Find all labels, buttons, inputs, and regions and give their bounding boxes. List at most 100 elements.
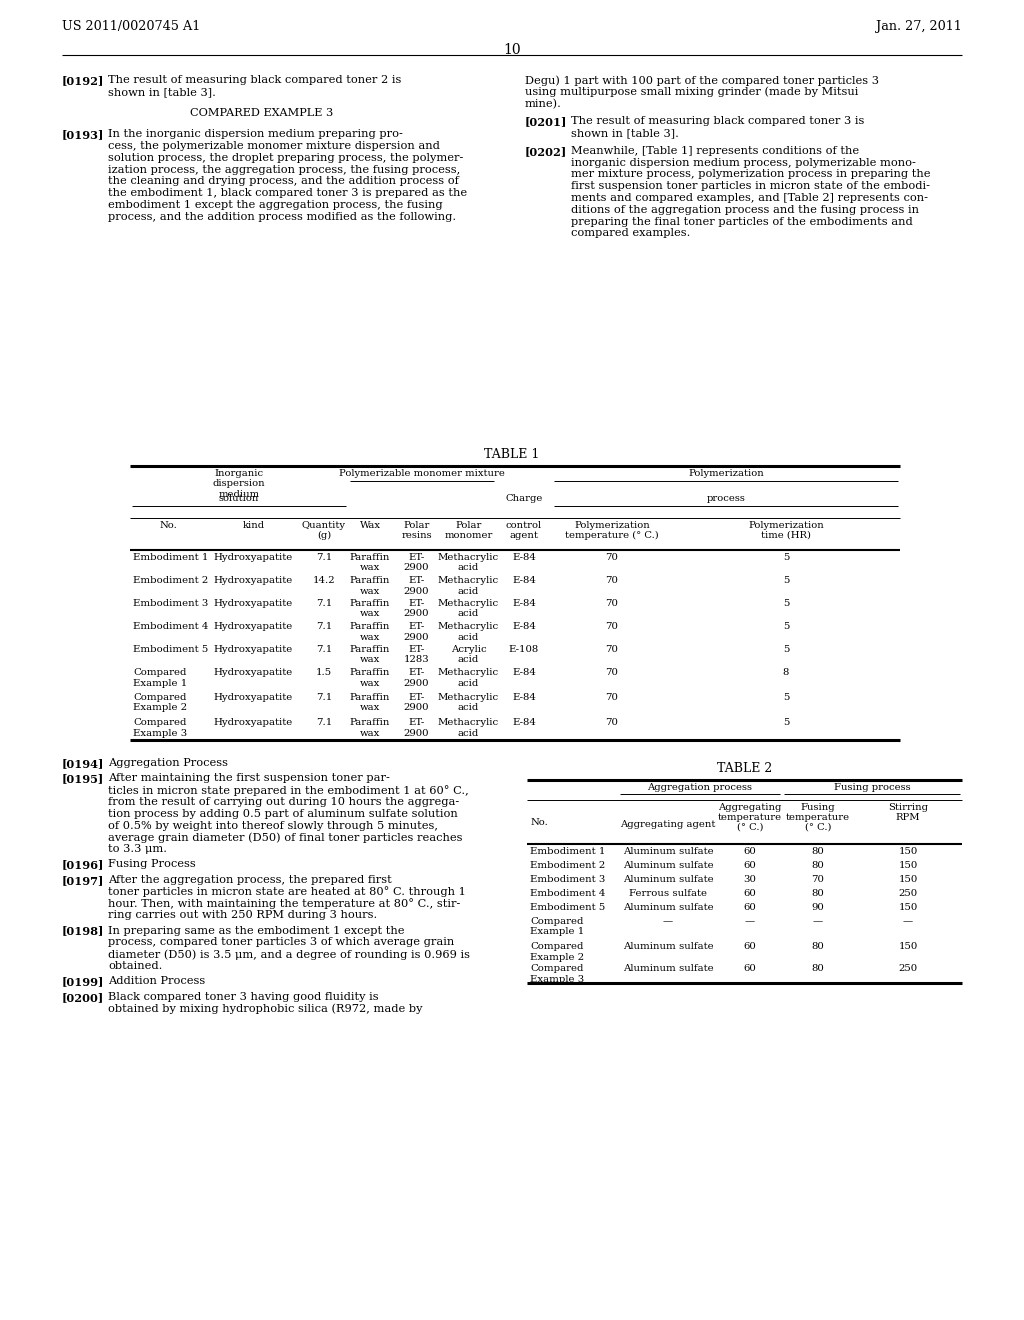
Text: wax: wax <box>359 656 380 664</box>
Text: Polymerization: Polymerization <box>688 469 764 478</box>
Text: obtained.: obtained. <box>108 961 163 972</box>
Text: 5: 5 <box>782 553 790 562</box>
Text: wax: wax <box>359 564 380 573</box>
Text: 70: 70 <box>605 645 618 653</box>
Text: The result of measuring black compared toner 2 is: The result of measuring black compared t… <box>108 75 401 84</box>
Text: 70: 70 <box>605 599 618 609</box>
Text: Embodiment 3: Embodiment 3 <box>133 599 208 609</box>
Text: 60: 60 <box>743 964 757 973</box>
Text: compared examples.: compared examples. <box>571 228 690 239</box>
Text: Charge: Charge <box>505 494 543 503</box>
Text: 80: 80 <box>812 964 824 973</box>
Text: preparing the final toner particles of the embodiments and: preparing the final toner particles of t… <box>571 216 912 227</box>
Text: using multipurpose small mixing grinder (made by Mitsui: using multipurpose small mixing grinder … <box>525 87 858 98</box>
Text: Example 1: Example 1 <box>530 928 585 936</box>
Text: inorganic dispersion medium process, polymerizable mono-: inorganic dispersion medium process, pol… <box>571 157 915 168</box>
Text: E-84: E-84 <box>512 668 536 677</box>
Text: ET-: ET- <box>409 599 425 609</box>
Text: 250: 250 <box>898 888 918 898</box>
Text: 5: 5 <box>782 622 790 631</box>
Text: Black compared toner 3 having good fluidity is: Black compared toner 3 having good fluid… <box>108 991 379 1002</box>
Text: RPM: RPM <box>896 813 921 822</box>
Text: Hydroxyapatite: Hydroxyapatite <box>214 645 293 653</box>
Text: —: — <box>813 917 823 927</box>
Text: of 0.5% by weight into thereof slowly through 5 minutes,: of 0.5% by weight into thereof slowly th… <box>108 821 438 830</box>
Text: Aluminum sulfate: Aluminum sulfate <box>623 903 714 912</box>
Text: Fusing Process: Fusing Process <box>108 859 196 870</box>
Text: Compared: Compared <box>133 693 186 702</box>
Text: average grain diameter (D50) of final toner particles reaches: average grain diameter (D50) of final to… <box>108 833 463 843</box>
Text: 2900: 2900 <box>403 610 429 619</box>
Text: E-84: E-84 <box>512 576 536 585</box>
Text: Compared: Compared <box>133 718 186 727</box>
Text: 7.1: 7.1 <box>315 622 332 631</box>
Text: hour. Then, with maintaining the temperature at 80° C., stir-: hour. Then, with maintaining the tempera… <box>108 899 461 909</box>
Text: [0201]: [0201] <box>525 116 567 127</box>
Text: In preparing same as the embodiment 1 except the: In preparing same as the embodiment 1 ex… <box>108 925 404 936</box>
Text: 7.1: 7.1 <box>315 645 332 653</box>
Text: COMPARED EXAMPLE 3: COMPARED EXAMPLE 3 <box>190 108 334 117</box>
Text: Paraffin: Paraffin <box>350 693 390 702</box>
Text: solution: solution <box>219 494 259 503</box>
Text: Polymerization: Polymerization <box>749 521 824 531</box>
Text: 70: 70 <box>605 718 618 727</box>
Text: Aluminum sulfate: Aluminum sulfate <box>623 964 714 973</box>
Text: Aluminum sulfate: Aluminum sulfate <box>623 875 714 884</box>
Text: Embodiment 2: Embodiment 2 <box>133 576 208 585</box>
Text: [0196]: [0196] <box>62 859 104 870</box>
Text: [0195]: [0195] <box>62 774 104 784</box>
Text: control: control <box>506 521 542 531</box>
Text: Aluminum sulfate: Aluminum sulfate <box>623 847 714 855</box>
Text: 70: 70 <box>605 693 618 702</box>
Text: Ferrous sulfate: Ferrous sulfate <box>629 888 707 898</box>
Text: Wax: Wax <box>359 521 381 531</box>
Text: toner particles in micron state are heated at 80° C. through 1: toner particles in micron state are heat… <box>108 887 466 898</box>
Text: 14.2: 14.2 <box>312 576 335 585</box>
Text: [0193]: [0193] <box>62 129 104 140</box>
Text: Embodiment 1: Embodiment 1 <box>133 553 208 562</box>
Text: Example 2: Example 2 <box>530 953 584 961</box>
Text: Paraffin: Paraffin <box>350 599 390 609</box>
Text: TABLE 1: TABLE 1 <box>484 447 540 461</box>
Text: acid: acid <box>458 656 479 664</box>
Text: wax: wax <box>359 632 380 642</box>
Text: (° C.): (° C.) <box>805 822 831 832</box>
Text: (° C.): (° C.) <box>736 822 763 832</box>
Text: 2900: 2900 <box>403 678 429 688</box>
Text: —: — <box>744 917 755 927</box>
Text: diameter (D50) is 3.5 μm, and a degree of rounding is 0.969 is: diameter (D50) is 3.5 μm, and a degree o… <box>108 949 470 960</box>
Text: Example 1: Example 1 <box>133 678 187 688</box>
Text: 150: 150 <box>898 942 918 950</box>
Text: cess, the polymerizable monomer mixture dispersion and: cess, the polymerizable monomer mixture … <box>108 141 440 150</box>
Text: ET-: ET- <box>409 576 425 585</box>
Text: 80: 80 <box>812 847 824 855</box>
Text: Aluminum sulfate: Aluminum sulfate <box>623 942 714 950</box>
Text: (g): (g) <box>316 531 331 540</box>
Text: 2900: 2900 <box>403 632 429 642</box>
Text: [0192]: [0192] <box>62 75 104 86</box>
Text: 80: 80 <box>812 861 824 870</box>
Text: process: process <box>707 494 745 503</box>
Text: 10: 10 <box>503 44 521 57</box>
Text: ET-: ET- <box>409 668 425 677</box>
Text: acid: acid <box>458 564 479 573</box>
Text: Stirring: Stirring <box>888 803 928 812</box>
Text: 7.1: 7.1 <box>315 693 332 702</box>
Text: 60: 60 <box>743 847 757 855</box>
Text: Quantity: Quantity <box>302 521 346 531</box>
Text: Compared: Compared <box>530 964 584 973</box>
Text: 2900: 2900 <box>403 704 429 713</box>
Text: Example 2: Example 2 <box>133 704 187 713</box>
Text: 80: 80 <box>812 888 824 898</box>
Text: Hydroxyapatite: Hydroxyapatite <box>214 576 293 585</box>
Text: Methacrylic: Methacrylic <box>438 693 499 702</box>
Text: acid: acid <box>458 632 479 642</box>
Text: Aluminum sulfate: Aluminum sulfate <box>623 861 714 870</box>
Text: monomer: monomer <box>444 531 493 540</box>
Text: temperature (° C.): temperature (° C.) <box>565 531 658 540</box>
Text: agent: agent <box>510 531 539 540</box>
Text: 70: 70 <box>605 668 618 677</box>
Text: ET-: ET- <box>409 645 425 653</box>
Text: 150: 150 <box>898 861 918 870</box>
Text: acid: acid <box>458 678 479 688</box>
